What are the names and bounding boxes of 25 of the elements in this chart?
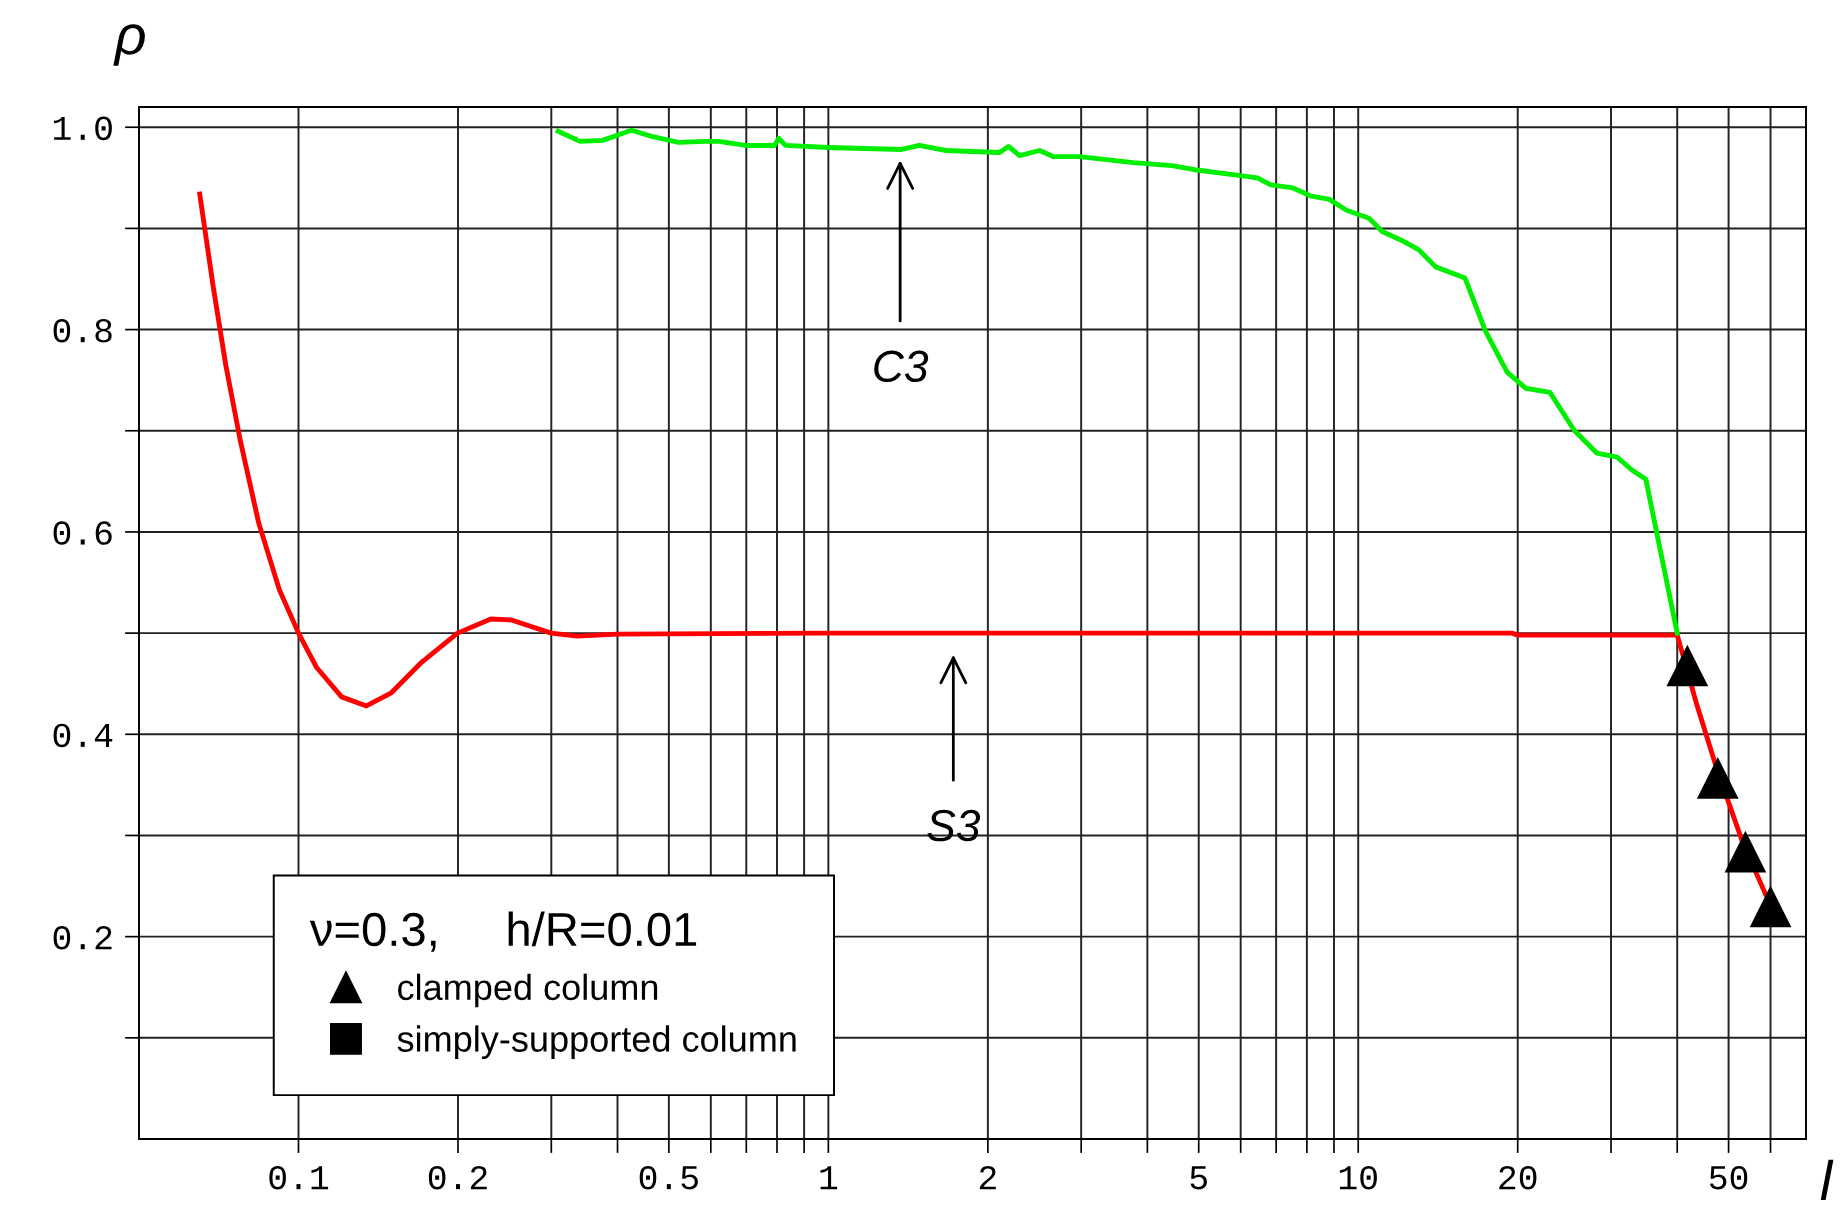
x-axis-title: l — [1820, 1159, 1834, 1200]
x-tick-label: 5 — [1190, 1166, 1207, 1190]
legend-label: clamped column — [398, 973, 658, 1008]
point — [1666, 644, 1709, 687]
x-tick-label: 1 — [820, 1166, 838, 1190]
x-tick-label: 20 — [1499, 1165, 1537, 1190]
x-tick-label: 50 — [1709, 1165, 1748, 1190]
y-axis-title: ρ — [113, 24, 145, 66]
x-tick-label: 10 — [1339, 1165, 1377, 1190]
x-tick-label: 0.1 — [269, 1165, 329, 1190]
legend-title: ν=0.3, h/R=0.01 — [309, 911, 697, 952]
y-tick-label: 0.6 — [53, 521, 112, 545]
x-tick-label: 2 — [979, 1165, 996, 1190]
y-tick-label: 0.4 — [53, 723, 113, 748]
legend-label: simply-supported column — [397, 1025, 796, 1060]
point — [1749, 885, 1792, 928]
y-tick-label: 0.2 — [53, 926, 112, 950]
x-tick-label: 0.2 — [428, 1165, 487, 1190]
annotation: C3 — [874, 350, 929, 383]
x-tick-label: 0.5 — [639, 1165, 698, 1190]
y-tick-label: 0.8 — [53, 318, 112, 343]
point — [1696, 756, 1739, 799]
point — [1724, 830, 1767, 873]
y-tick-label: 1.0 — [54, 116, 112, 141]
annotation: S3 — [927, 809, 981, 842]
